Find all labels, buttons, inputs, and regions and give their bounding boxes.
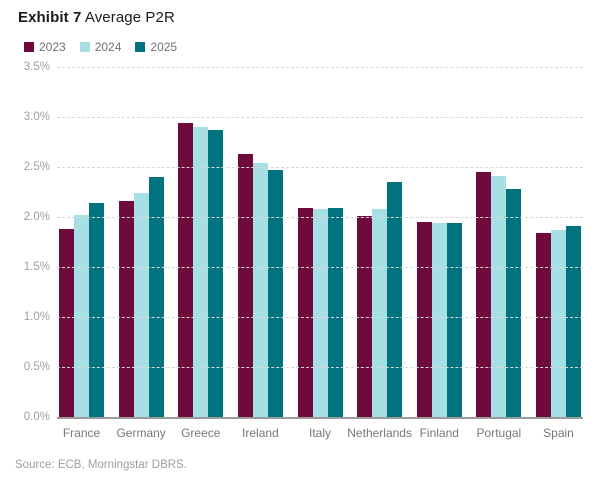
gridline-2.5%	[57, 167, 583, 168]
x-axis-label-greece: Greece	[178, 426, 223, 442]
x-axis-label-text: Finland	[419, 426, 459, 440]
x-axis-label-text: Ireland	[242, 426, 279, 440]
bar-ireland-2025	[267, 170, 283, 417]
bar-italy-2024	[312, 209, 328, 417]
gridline-1.5%	[57, 267, 583, 268]
x-axis: France Germany Greece Ireland Italy Netherlan…	[57, 426, 583, 442]
bar-france-2024	[74, 215, 89, 417]
y-axis-tick-label: 0.5%	[23, 361, 50, 373]
y-axis-tick-label: 2.0%	[23, 211, 50, 223]
bar-finland-2023	[416, 222, 432, 417]
bar-spain-2024	[551, 230, 566, 417]
x-axis-label-netherlands: Netherlands	[347, 426, 412, 442]
bar-germany-2025	[148, 177, 164, 417]
x-axis-label-text: France	[62, 426, 101, 440]
bar-germany-2024	[133, 193, 149, 417]
bar-germany-2023	[118, 201, 134, 417]
legend-label: 2024	[94, 40, 122, 54]
exhibit-number: Exhibit 7	[18, 9, 82, 26]
chart-name: Average P2R	[81, 9, 175, 26]
gridline-3.0%	[57, 117, 583, 118]
bar-group-greece	[178, 123, 224, 417]
legend-swatch-icon	[135, 42, 146, 52]
bar-group-spain	[536, 226, 581, 417]
plot-area	[57, 67, 583, 419]
x-axis-label-text: Portugal	[476, 426, 522, 440]
x-axis-label-spain: Spain	[536, 426, 581, 442]
legend-label: 2023	[39, 40, 66, 54]
bar-spain-2023	[536, 233, 551, 417]
bar-group-finland	[416, 222, 462, 417]
x-axis-label-italy: Italy	[298, 426, 343, 442]
bar-group-portugal	[476, 172, 522, 417]
bar-netherlands-2025	[387, 182, 403, 417]
x-axis-label-portugal: Portugal	[476, 426, 522, 442]
y-axis-tick-label: 3.5%	[23, 61, 50, 73]
bar-italy-2023	[297, 208, 313, 417]
legend-item-2025: 2025	[135, 40, 177, 54]
bar-finland-2025	[446, 223, 462, 417]
legend-label: 2025	[150, 40, 178, 54]
page-title: Exhibit 7 Average P2R	[18, 9, 175, 26]
legend-swatch-icon	[79, 42, 90, 52]
x-axis-label-text: Germany	[116, 426, 166, 440]
bar-netherlands-2024	[372, 209, 388, 417]
bar-greece-2024	[193, 127, 209, 417]
bar-group-italy	[297, 208, 343, 417]
bar-portugal-2025	[506, 189, 522, 417]
bar-france-2023	[59, 229, 74, 417]
y-axis-tick-label: 1.0%	[23, 311, 50, 323]
bar-group-netherlands	[357, 182, 403, 417]
x-axis-label-text: Spain	[543, 426, 574, 440]
gridline-2.0%	[57, 217, 583, 218]
source-note: Source: ECB, Morningstar DBRS.	[15, 459, 187, 471]
bar-greece-2023	[178, 123, 194, 417]
bar-spain-2025	[566, 226, 581, 417]
bars-row	[57, 123, 583, 417]
x-axis-label-text: Greece	[181, 426, 221, 440]
bar-france-2025	[89, 203, 104, 417]
y-axis-tick-label: 0.0%	[23, 411, 50, 423]
x-axis-label-germany: Germany	[116, 426, 166, 442]
legend-item-2024: 2024	[79, 40, 122, 54]
y-axis-tick-label: 2.5%	[23, 161, 50, 173]
legend-item-2023: 2023	[24, 40, 66, 54]
legend-swatch-icon	[24, 42, 34, 52]
bar-group-france	[59, 203, 104, 417]
x-axis-label-finland: Finland	[417, 426, 462, 442]
bar-group-germany	[118, 177, 164, 417]
legend: 2023 2024 2025	[24, 40, 177, 54]
bar-portugal-2023	[476, 172, 492, 417]
x-axis-label-text: Italy	[308, 426, 332, 440]
bar-portugal-2024	[491, 176, 507, 417]
bar-ireland-2024	[252, 163, 268, 417]
x-axis-label-france: France	[59, 426, 104, 442]
bar-ireland-2023	[237, 154, 253, 417]
y-axis-tick-label: 3.0%	[23, 111, 50, 123]
x-axis-label-text: Netherlands	[347, 426, 412, 440]
gridline-3.5%	[57, 67, 583, 68]
bar-italy-2025	[327, 208, 343, 417]
gridline-1.0%	[57, 317, 583, 318]
bar-finland-2024	[431, 223, 447, 417]
x-axis-label-ireland: Ireland	[238, 426, 283, 442]
y-axis: 0.0% 0.5% 1.0% 1.5% 2.0% 2.5% 3.0% 3.5%	[0, 61, 50, 423]
gridline-0.5%	[57, 367, 583, 368]
y-axis-tick-label: 1.5%	[23, 261, 50, 273]
bar-group-ireland	[237, 154, 283, 417]
bar-greece-2025	[208, 130, 224, 417]
bar-netherlands-2023	[357, 216, 373, 417]
